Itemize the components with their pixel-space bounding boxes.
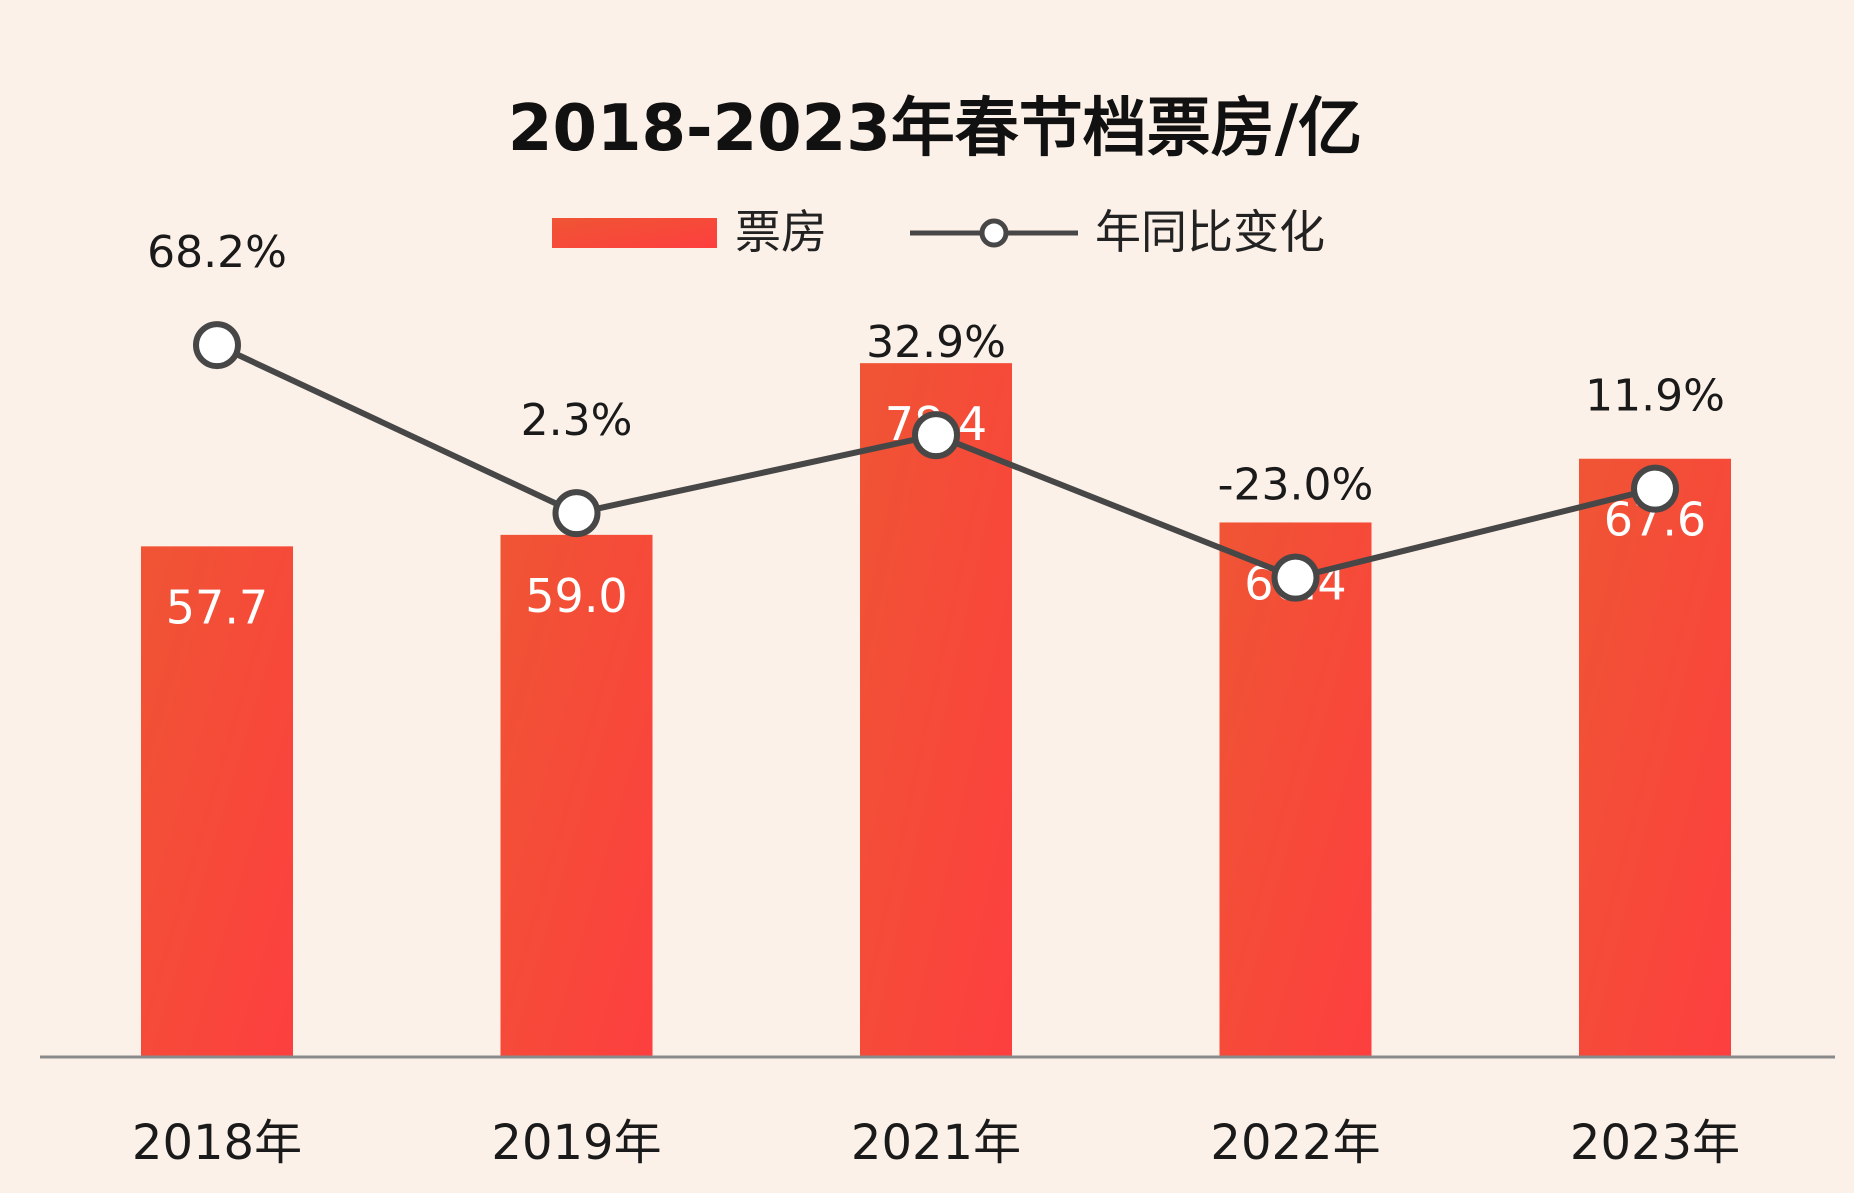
chart-title: 2018-2023年春节档票房/亿	[508, 92, 1362, 166]
bar	[141, 546, 293, 1057]
legend-bar-label: 票房	[735, 205, 827, 259]
bar-value-label: 57.7	[166, 580, 268, 634]
legend-line-marker	[979, 218, 1009, 248]
yoy-marker	[1271, 553, 1320, 602]
yoy-marker	[912, 411, 960, 460]
x-tick-label: 2022年	[1210, 1115, 1380, 1171]
yoy-markers	[193, 321, 1679, 602]
x-tick-label: 2019年	[491, 1115, 661, 1171]
bar	[1219, 522, 1372, 1057]
bar-value-label: 59.0	[525, 569, 627, 623]
x-tick-label: 2021年	[851, 1115, 1021, 1171]
x-tick-label: 2018年	[132, 1115, 302, 1171]
legend-line-label: 年同比变化	[1095, 205, 1325, 259]
yoy-value-label: 2.3%	[521, 395, 633, 446]
x-tick-label: 2023年	[1570, 1115, 1740, 1171]
legend-bar-swatch	[552, 218, 717, 248]
bar	[1579, 458, 1731, 1057]
yoy-value-label: -23.0%	[1218, 460, 1374, 511]
yoy-marker	[193, 321, 241, 370]
yoy-value-labels: 68.2% 2.3% 32.9% -23.0% 11.9%	[147, 227, 1725, 511]
legend: 票房 年同比变化	[552, 205, 1325, 259]
bar	[860, 363, 1012, 1057]
yoy-value-label: 68.2%	[147, 227, 287, 278]
yoy-value-label: 11.9%	[1585, 371, 1725, 422]
yoy-marker	[552, 489, 601, 538]
yoy-marker	[1631, 464, 1679, 513]
bar	[500, 534, 653, 1057]
x-axis-tick-labels: 2018年 2019年 2021年 2022年 2023年	[132, 1115, 1740, 1171]
yoy-value-label: 32.9%	[866, 317, 1006, 368]
bar-series	[141, 363, 1731, 1057]
